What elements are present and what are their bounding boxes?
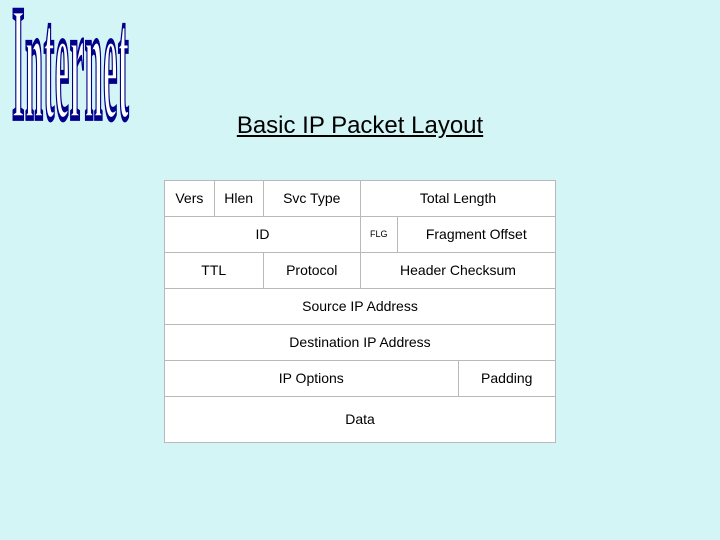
packet-row: Source IP Address	[165, 288, 555, 324]
packet-row: Data	[165, 396, 555, 442]
packet-field: IP Options	[165, 361, 458, 396]
packet-field: Protocol	[263, 253, 361, 288]
packet-field: Padding	[458, 361, 556, 396]
packet-row: TTLProtocolHeader Checksum	[165, 252, 555, 288]
packet-row: IP OptionsPadding	[165, 360, 555, 396]
packet-field: Destination IP Address	[165, 325, 555, 360]
packet-field: FLG	[360, 217, 397, 252]
packet-field: ID	[165, 217, 360, 252]
packet-field: Header Checksum	[360, 253, 555, 288]
packet-field: TTL	[165, 253, 263, 288]
wordart-internet: Internet	[12, 0, 129, 157]
packet-row: Destination IP Address	[165, 324, 555, 360]
slide-background: Internet Basic IP Packet Layout VersHlen…	[0, 0, 720, 540]
packet-field: Hlen	[214, 181, 263, 216]
packet-field: Fragment Offset	[397, 217, 555, 252]
packet-row: VersHlenSvc TypeTotal Length	[165, 180, 555, 216]
packet-field: Total Length	[360, 181, 555, 216]
packet-row: IDFLGFragment Offset	[165, 216, 555, 252]
packet-field: Svc Type	[263, 181, 361, 216]
packet-field: Source IP Address	[165, 289, 555, 324]
ip-packet-table: VersHlenSvc TypeTotal LengthIDFLGFragmen…	[164, 180, 556, 443]
packet-field: Vers	[165, 181, 214, 216]
diagram-title: Basic IP Packet Layout	[237, 112, 483, 140]
packet-field: Data	[165, 397, 555, 442]
